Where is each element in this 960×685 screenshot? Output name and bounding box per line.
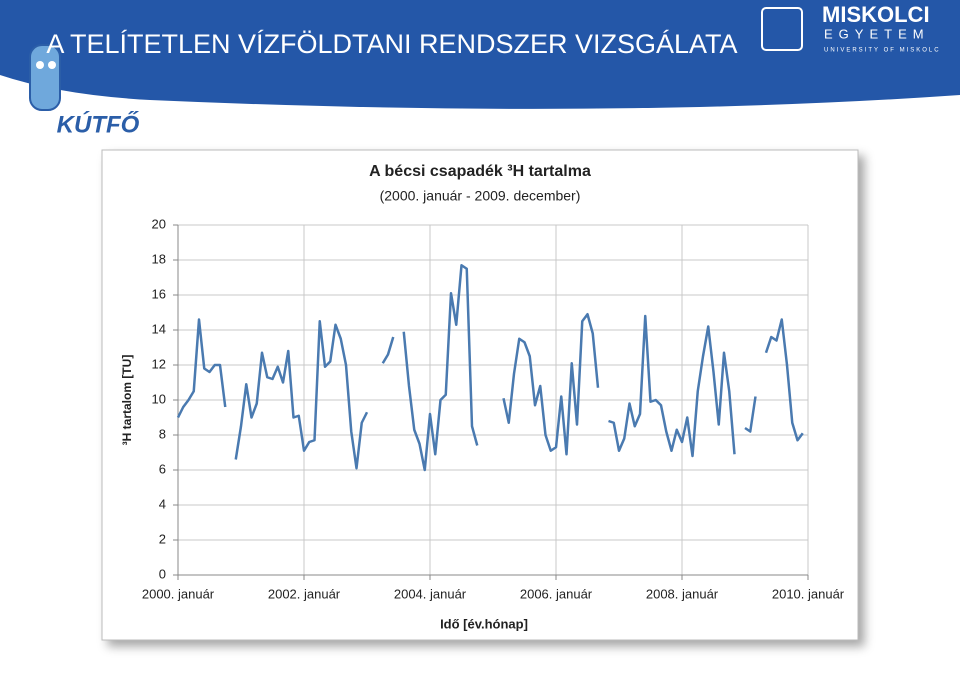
x-tick-label: 2000. január <box>142 586 215 601</box>
university-logo: MISKOLCI EGYETEM UNIVERSITY OF MISKOLC <box>761 2 941 54</box>
plot-area: 0 2 4 6 8 10 12 14 16 18 20 2000. január 2002. januá… <box>142 216 845 601</box>
y-tick-label: 2 <box>159 531 166 546</box>
y-tick-label: 18 <box>152 251 166 266</box>
y-tick-label: 8 <box>159 426 166 441</box>
header-band <box>0 0 960 109</box>
y-tick-label: 10 <box>152 391 166 406</box>
data-line <box>176 264 804 472</box>
logo-eye <box>36 61 44 69</box>
university-name: EGYETEM <box>824 26 930 41</box>
university-name-en: UNIVERSITY OF MISKOLC <box>824 48 941 54</box>
chart-panel <box>101 149 859 641</box>
y-tick-label: 6 <box>159 461 166 476</box>
crest <box>761 7 803 51</box>
y-tick-label: 16 <box>152 286 166 301</box>
logo-eye <box>48 61 56 69</box>
university-name: MISKOLCI <box>822 2 930 27</box>
x-tick-label: 2004. január <box>394 586 467 601</box>
y-tick-label: 14 <box>152 321 166 336</box>
x-tick-label: 2010. január <box>772 586 845 601</box>
y-tick-label: 4 <box>159 496 166 511</box>
logo-text: KÚTFŐ <box>57 110 140 138</box>
x-axis-label: Idő [év.hónap] <box>440 616 528 631</box>
chart-title: A bécsi csapadék ³H tartalma <box>369 163 591 180</box>
y-axis-label: ³H tartalom [TU] <box>120 355 134 446</box>
project-logo: KÚTFŐ <box>29 44 140 138</box>
x-tick-label: 2006. január <box>520 586 593 601</box>
slide-title: A TELÍTETLEN VÍZFÖLDTANI RENDSZER VIZSGÁ… <box>46 29 737 59</box>
x-tick-label: 2002. január <box>268 586 341 601</box>
chart-subtitle: (2000. január - 2009. december) <box>380 188 581 204</box>
x-tick-label: 2008. január <box>646 586 719 601</box>
y-tick-label: 0 <box>159 566 166 581</box>
y-tick-label: 20 <box>152 216 166 231</box>
y-tick-label: 12 <box>152 356 166 371</box>
